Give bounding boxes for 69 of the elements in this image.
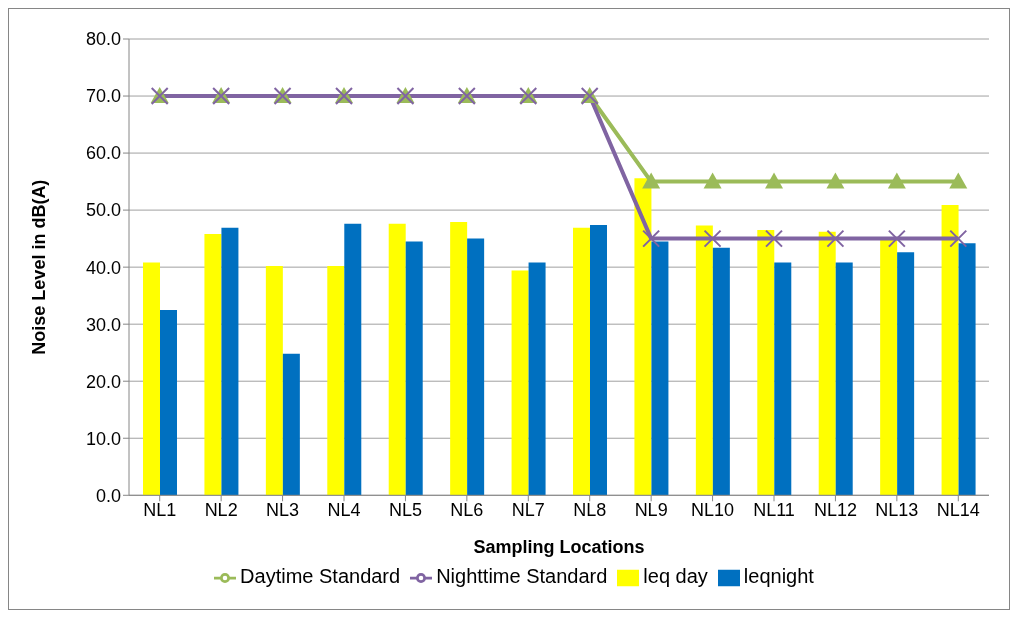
bar [282,353,300,496]
legend-label: Nighttime Standard [436,565,608,588]
point [887,229,906,248]
point [765,172,783,189]
point [887,172,906,189]
bar [528,262,546,496]
point [826,229,845,248]
x-tick-label: NL4 [327,500,361,521]
bar [221,227,239,496]
point [949,172,968,189]
y-axis-title: Noise Level in dB(A) [29,179,50,355]
bar [388,223,406,496]
legend-label: Daytime Standard [240,565,401,588]
bar [634,178,652,496]
bar [405,241,423,496]
x-tick-label: NL10 [691,500,735,521]
point [949,229,968,248]
y-tick-label: 70.0 [85,86,121,107]
y-tick-label: 80.0 [85,29,121,50]
point [703,172,722,189]
bar [327,266,345,496]
y-tick-label: 50.0 [85,200,121,221]
bar [880,239,898,496]
y-tick-label: 30.0 [85,314,121,335]
bar [818,231,836,496]
x-tick-label: NL2 [204,500,238,521]
bar [695,225,713,496]
bar [467,238,485,496]
x-tick-label: NL8 [573,500,607,521]
point [826,172,845,189]
y-tick-label: 60.0 [85,143,121,164]
y-tick-label: 40.0 [85,257,121,278]
point [765,229,783,248]
x-tick-label: NL1 [143,500,177,521]
bar [511,270,529,496]
legend-label: leqnight [743,565,814,588]
x-tick-label: NL9 [634,500,668,521]
point [642,229,661,248]
bar [344,223,362,496]
y-tick-label: 20.0 [85,371,121,392]
x-axis-title: Sampling Locations [473,537,645,558]
bar [835,262,853,496]
bar [143,262,160,496]
y-tick-label: 0.0 [95,485,121,506]
bar [651,241,669,496]
y-tick-label: 10.0 [85,428,121,449]
bar [941,204,959,496]
bar [265,266,283,496]
bar [573,227,590,496]
bar [160,309,177,496]
bar [757,230,775,496]
bar [712,247,730,496]
point [703,229,722,248]
x-tick-label: NL5 [388,500,422,521]
x-tick-label: NL13 [875,500,919,521]
x-tick-label: NL6 [450,500,484,521]
legend-label: leq day [643,565,708,588]
bar [204,234,222,496]
x-tick-label: NL12 [813,500,857,521]
bar [897,252,915,496]
bar [958,243,976,496]
x-tick-label: NL11 [753,500,795,521]
x-tick-label: NL3 [266,500,300,521]
bar [450,222,468,496]
point [642,172,661,189]
x-tick-label: NL14 [936,500,980,521]
x-tick-label: NL7 [511,500,545,521]
bar [590,224,607,496]
bar [774,262,792,496]
